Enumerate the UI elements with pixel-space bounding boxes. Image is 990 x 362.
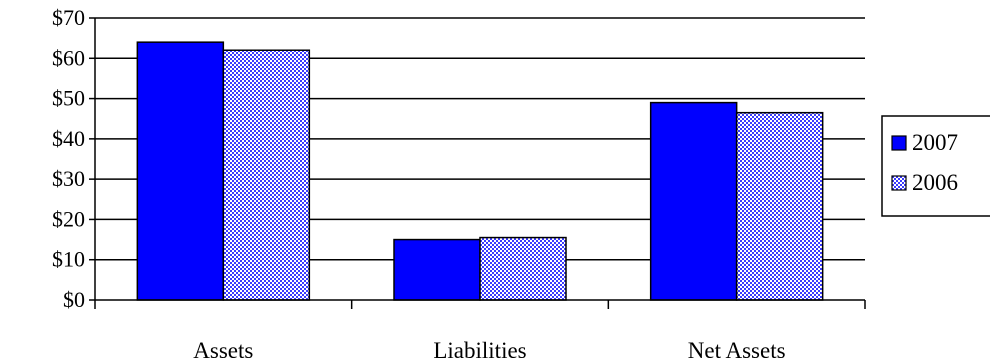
legend-swatch-2007 <box>891 135 907 151</box>
legend-label-2007: 2007 <box>912 130 958 155</box>
bars <box>136 41 824 301</box>
bar-2006-assets <box>222 49 311 301</box>
y-axis-tick-labels: $0 $10 $20 $30 $40 $50 $60 $70 <box>52 5 85 312</box>
x-axis-category-labels: Assets Liabilities Net Assets <box>193 338 785 362</box>
axes <box>89 17 866 309</box>
legend-box <box>881 115 990 217</box>
bar-2006-net-assets <box>735 111 824 301</box>
bar-2006-liabilities <box>479 236 567 301</box>
x-category-label: Liabilities <box>433 338 526 362</box>
x-category-label: Assets <box>193 338 253 362</box>
y-tick-label: $0 <box>63 287 85 312</box>
legend: 2007 2006 <box>881 115 990 217</box>
bar-2007-net-assets <box>649 101 738 301</box>
y-tick-label: $50 <box>52 86 85 111</box>
y-tick-label: $70 <box>52 5 85 30</box>
y-tick-label: $10 <box>52 247 85 272</box>
legend-label-2006: 2006 <box>912 170 958 195</box>
y-tick-label: $30 <box>52 166 85 191</box>
y-tick-label: $20 <box>52 206 85 231</box>
legend-swatch-2006 <box>891 175 907 191</box>
x-category-label: Net Assets <box>688 338 786 362</box>
y-tick-label: $40 <box>52 126 85 151</box>
y-tick-label: $60 <box>52 45 85 70</box>
bar-2007-assets <box>136 41 225 301</box>
bar-2007-liabilities <box>393 238 481 301</box>
